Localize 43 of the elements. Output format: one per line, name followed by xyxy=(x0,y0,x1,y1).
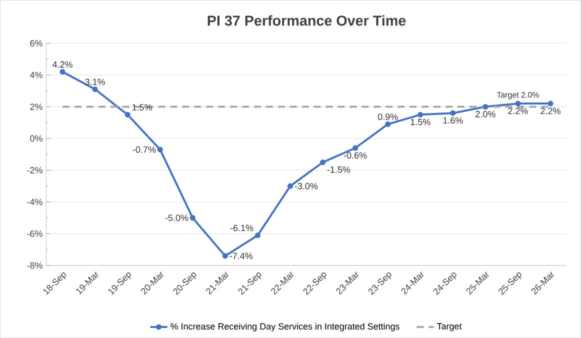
y-tick-label: 6% xyxy=(30,40,42,47)
y-tick-label: -8% xyxy=(27,262,42,269)
point xyxy=(190,215,196,221)
legend-label: % Increase Receiving Day Services in Integrated Settings xyxy=(170,323,400,332)
point xyxy=(60,69,66,75)
point xyxy=(482,104,488,110)
data-label: -1.5% xyxy=(327,166,350,173)
chart-title: PI 37 Performance Over Time xyxy=(208,15,406,26)
data-label: -6.1% xyxy=(230,224,254,232)
y-tick-label: -2% xyxy=(27,167,42,174)
point xyxy=(352,145,358,151)
point xyxy=(385,122,391,128)
point xyxy=(222,253,228,259)
legend-label: Target xyxy=(436,323,462,332)
point xyxy=(254,232,261,238)
y-tick-label: 4% xyxy=(30,72,42,78)
point xyxy=(450,110,456,116)
point xyxy=(157,146,163,153)
data-label: 2.2% xyxy=(540,108,560,114)
data-label: 4.2% xyxy=(52,61,72,68)
data-label: -0.6% xyxy=(344,152,367,159)
data-label: 1.5% xyxy=(132,104,152,111)
y-tick-label: 0% xyxy=(30,135,42,142)
point xyxy=(320,160,326,166)
data-label: -5.0% xyxy=(165,214,188,222)
y-tick-label: -6% xyxy=(27,230,42,238)
data-label: 1.5% xyxy=(410,118,430,126)
point xyxy=(124,112,130,118)
data-label: -3.0% xyxy=(294,183,318,190)
data-label: 1.6% xyxy=(443,117,463,124)
data-label: 0.9% xyxy=(378,114,398,120)
point xyxy=(418,112,424,118)
data-label: 2.0% xyxy=(476,111,496,118)
data-label: -0.7% xyxy=(132,146,156,153)
data-label: 2.2% xyxy=(508,108,528,114)
y-tick-label: 2% xyxy=(30,104,42,110)
data-label: 3.1% xyxy=(85,78,105,86)
point xyxy=(287,183,294,190)
y-tick-label: -4% xyxy=(27,198,42,206)
data-label: -7.4% xyxy=(230,252,253,260)
point xyxy=(515,100,521,106)
point xyxy=(92,86,98,92)
point xyxy=(548,100,554,106)
